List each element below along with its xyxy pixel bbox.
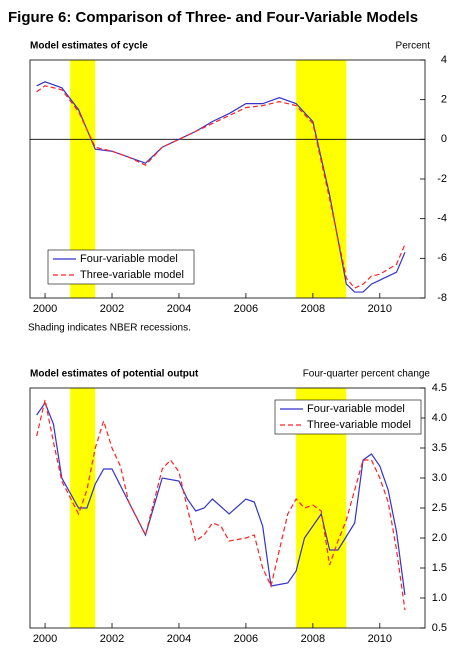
chart-note: Shading indicates NBER recessions.	[28, 323, 191, 334]
x-tick-label: 2002	[100, 303, 124, 315]
y-tick-label: 0.5	[432, 622, 447, 634]
legend-box	[47, 249, 195, 285]
y-tick-label: 2	[441, 94, 447, 106]
series-line	[36, 401, 406, 596]
legend-label: Four-variable model	[80, 253, 178, 265]
y-tick-label: 3.0	[432, 472, 447, 484]
series-line	[36, 85, 406, 289]
chart-subtitle: Model estimates of cycle	[30, 41, 148, 52]
y-tick-label: -6	[437, 252, 447, 264]
x-tick-label: 2000	[33, 303, 57, 315]
y-tick-label: 3.5	[432, 442, 447, 454]
x-tick-label: 2006	[234, 303, 258, 315]
chart-subtitle: Model estimates of potential output	[30, 369, 199, 380]
y-tick-label: 4.0	[432, 412, 447, 424]
y-tick-label: 4.5	[432, 382, 447, 394]
y-tick-label: 0	[441, 133, 447, 145]
legend-label: Three-variable model	[307, 419, 411, 431]
y-tick-label: 1.0	[432, 592, 447, 604]
y-tick-label: 1.5	[432, 562, 447, 574]
y-tick-label: -4	[437, 213, 447, 225]
x-tick-label: 2004	[167, 633, 191, 645]
figure-title: Figure 6: Comparison of Three- and Four-…	[8, 9, 418, 26]
x-tick-label: 2008	[301, 633, 325, 645]
y-axis-label: Percent	[396, 41, 431, 52]
y-tick-label: -2	[437, 173, 447, 185]
recession-shading	[296, 60, 347, 298]
x-tick-label: 2006	[234, 633, 258, 645]
series-line	[36, 399, 406, 611]
x-tick-label: 2008	[301, 303, 325, 315]
y-tick-label: 2.5	[432, 502, 447, 514]
x-tick-label: 2002	[100, 633, 124, 645]
series-line	[36, 81, 406, 293]
legend-label: Three-variable model	[80, 269, 184, 281]
x-tick-label: 2010	[368, 633, 392, 645]
x-tick-label: 2004	[167, 303, 191, 315]
legend-box	[274, 399, 422, 435]
y-axis-label: Four-quarter percent change	[303, 369, 431, 380]
x-tick-label: 2000	[33, 633, 57, 645]
y-tick-label: 4	[441, 54, 447, 66]
legend-label: Four-variable model	[307, 403, 405, 415]
x-tick-label: 2010	[368, 303, 392, 315]
y-tick-label: 2.0	[432, 532, 447, 544]
y-tick-label: -8	[437, 292, 447, 304]
